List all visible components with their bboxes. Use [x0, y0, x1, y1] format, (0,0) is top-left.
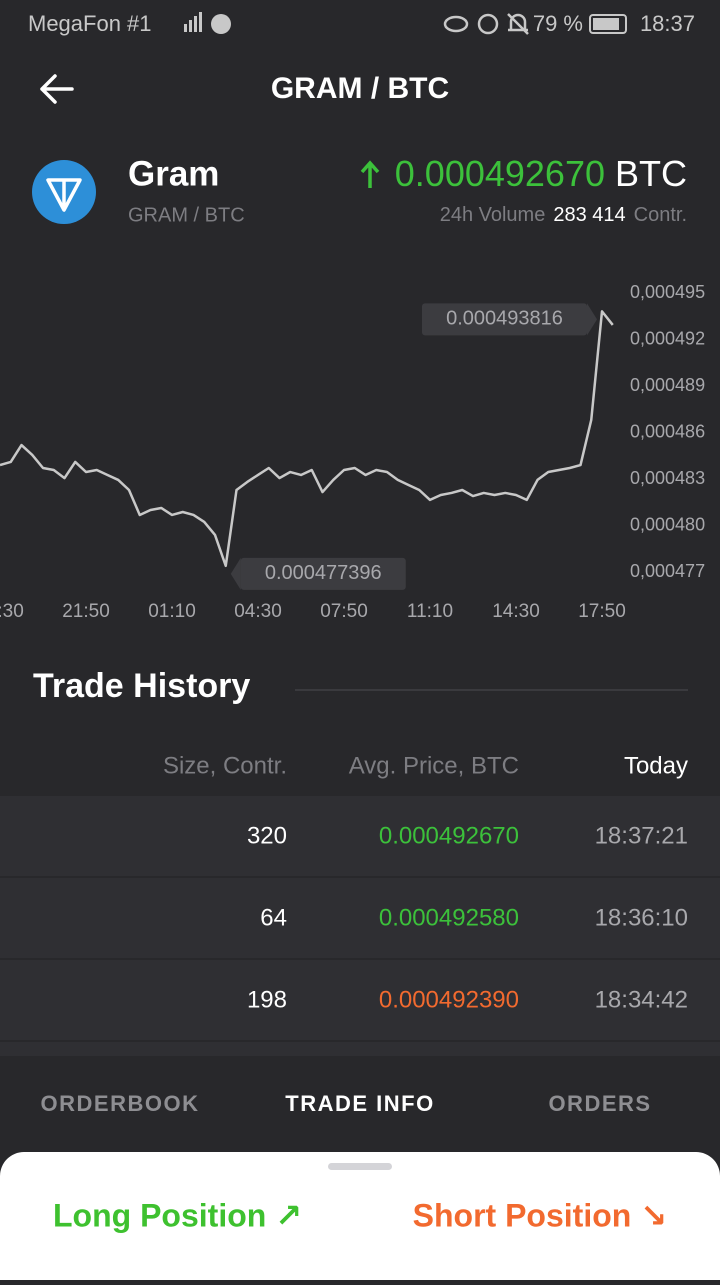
tab[interactable]: ORDERBOOK	[41, 1091, 200, 1116]
tab[interactable]: TRADE INFO	[285, 1091, 434, 1116]
bottom-sheet	[0, 1152, 720, 1280]
battery-icon	[589, 14, 627, 34]
x-tick-label: 01:10	[148, 601, 196, 622]
x-tick-label: 11:10	[407, 601, 453, 622]
facebook-icon	[211, 14, 231, 34]
volume: 24h Volume 283 414 Contr.	[440, 204, 687, 226]
trade-size: 64	[260, 904, 287, 931]
carrier: MegaFon #1	[28, 11, 152, 36]
value-label: 0.000493816	[446, 308, 563, 330]
signal-icon	[184, 12, 202, 32]
trade-time: 18:37:21	[595, 822, 688, 849]
price-chart: 0,000495 0,000492 0,000489 0,000486 0,000483…	[0, 282, 705, 622]
x-tick-label: 21:50	[62, 601, 110, 622]
price-value: 0.000492670	[395, 153, 605, 194]
trade-size: 198	[247, 986, 287, 1013]
y-tick-label: 0,000495	[630, 282, 705, 302]
price-up-arrow	[360, 160, 380, 188]
trade-price: 0.000492390	[379, 986, 519, 1013]
value-label: 0.000477396	[265, 562, 382, 584]
battery-level: 79 %	[533, 11, 583, 36]
x-tick-label: 14:30	[492, 601, 540, 622]
page-title: GRAM / BTC	[271, 72, 449, 105]
value-label-pointer	[587, 303, 597, 336]
trade-price: 0.000492580	[379, 904, 519, 931]
clock: 18:37	[640, 11, 695, 36]
value-label-pointer	[230, 557, 241, 590]
price-line	[0, 310, 614, 568]
price: 0.000492670 BTC	[395, 153, 687, 194]
y-tick-label: 0,000489	[630, 375, 705, 395]
long-button[interactable]: Long Position ↗	[53, 1197, 302, 1233]
trade-size: 320	[247, 822, 287, 849]
back-button[interactable]	[40, 74, 74, 104]
value-label-box	[240, 557, 406, 590]
trade-row-partial	[0, 1042, 720, 1056]
trade-price: 0.000492670	[379, 822, 519, 849]
volume-unit: Contr.	[634, 204, 687, 226]
battery-fill	[593, 18, 619, 30]
y-tick-label: 0,000486	[630, 421, 705, 441]
asset-pair: GRAM / BTC	[128, 204, 245, 226]
y-tick-label: 0,000492	[630, 328, 705, 348]
volume-value: 283 414	[553, 204, 625, 226]
tab[interactable]: ORDERS	[548, 1091, 651, 1116]
trade-rows: 320 0.000492670 18:37:21 64 0.000492580 18:36…	[0, 796, 720, 1040]
y-tick-label: 0,000480	[630, 514, 705, 534]
sheet-handle[interactable]	[328, 1163, 392, 1170]
x-tick-label: 04:30	[234, 601, 282, 622]
trade-row	[0, 878, 720, 958]
short-button[interactable]: Short Position ↘	[413, 1197, 667, 1233]
trade-row	[0, 960, 720, 1040]
volume-label: 24h Volume	[440, 204, 546, 226]
section-title: Trade History	[33, 667, 250, 705]
x-tick-label: 18:30	[0, 601, 24, 622]
column-header: Today	[624, 752, 688, 779]
y-tick-label: 0,000477	[630, 561, 705, 581]
asset-name: Gram	[128, 154, 219, 193]
tab-bar: ORDERBOOK TRADE INFO ORDERS	[41, 1091, 651, 1116]
status-icons	[443, 13, 529, 35]
y-tick-label: 0,000483	[630, 468, 705, 488]
x-tick-label: 07:50	[320, 601, 368, 622]
asset-logo-mark	[46, 178, 82, 212]
trade-row	[0, 796, 720, 876]
value-label-box	[422, 303, 587, 336]
trade-time: 18:36:10	[595, 904, 688, 931]
column-header: Size, Contr.	[163, 752, 287, 779]
trade-time: 18:34:42	[595, 986, 688, 1013]
column-header: Avg. Price, BTC	[349, 752, 519, 779]
price-currency: BTC	[615, 153, 687, 194]
x-tick-label: 17:50	[578, 601, 626, 622]
